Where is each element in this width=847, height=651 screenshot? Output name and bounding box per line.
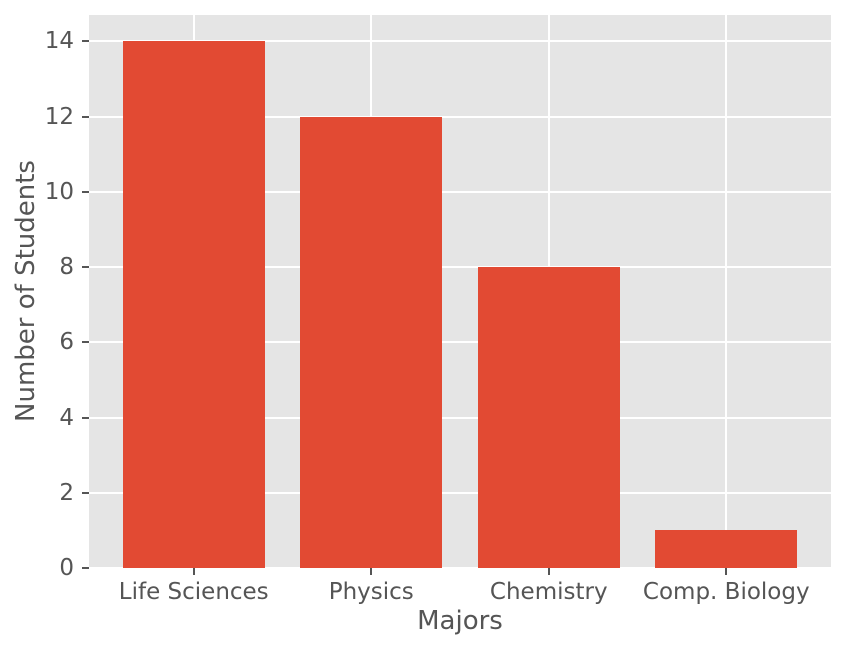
x-tick-label: Life Sciences: [118, 579, 269, 605]
y-gridline: [89, 491, 831, 494]
y-gridline: [89, 567, 831, 569]
y-tick-label: 4: [59, 404, 74, 431]
y-tick-label: 14: [44, 28, 74, 55]
y-gridline: [89, 266, 831, 269]
y-tick-mark: [82, 266, 89, 269]
y-tick-mark: [82, 341, 89, 344]
y-tick-label: 12: [44, 103, 74, 130]
y-gridline: [89, 416, 831, 419]
bar-chemistry: [477, 267, 620, 568]
y-tick-mark: [82, 40, 89, 43]
x-tick-label: Chemistry: [489, 579, 608, 605]
x-tick-mark: [547, 568, 550, 575]
y-tick-label: 0: [59, 555, 74, 581]
y-tick-mark: [82, 567, 89, 569]
y-tick-label: 8: [59, 254, 74, 281]
y-tick-label: 6: [59, 329, 74, 356]
y-gridline: [89, 190, 831, 193]
x-axis-label: Majors: [417, 606, 503, 636]
x-tick-label: Comp. Biology: [642, 579, 810, 605]
y-gridline: [89, 341, 831, 344]
y-gridline: [89, 115, 831, 118]
y-tick-label: 2: [59, 479, 74, 506]
y-tick-mark: [82, 190, 89, 193]
x-gridline: [725, 15, 728, 568]
y-tick-mark: [82, 491, 89, 494]
x-tick-mark: [725, 568, 728, 575]
y-tick-label: 10: [44, 178, 74, 205]
x-tick-mark: [192, 568, 195, 575]
plot-area: [89, 15, 831, 569]
bar-life-sciences: [122, 41, 265, 568]
bar-physics: [300, 116, 443, 568]
x-tick-label: Physics: [328, 579, 414, 605]
y-gridline: [89, 40, 831, 43]
x-tick-mark: [370, 568, 373, 575]
bar-comp-biology: [655, 530, 798, 568]
y-tick-mark: [82, 416, 89, 419]
y-tick-mark: [82, 115, 89, 118]
